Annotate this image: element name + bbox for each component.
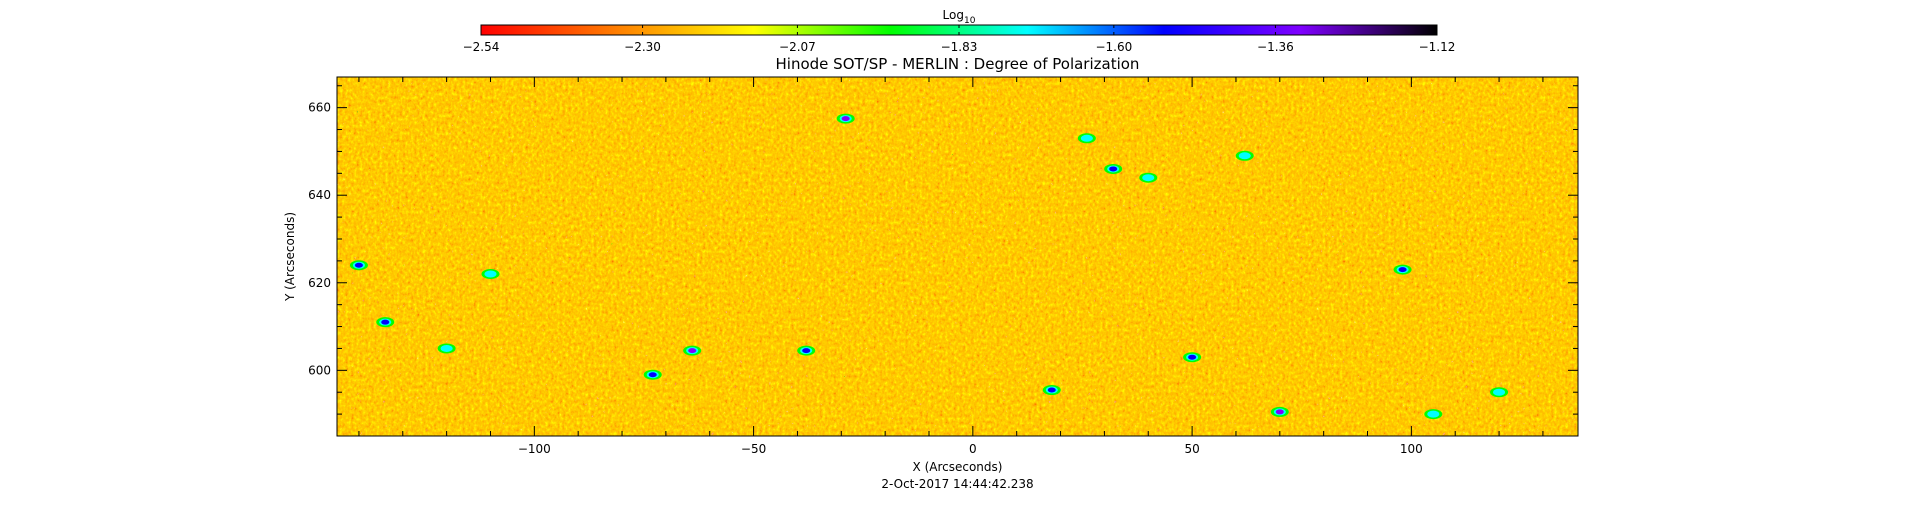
x-tick-label: −50 [741, 442, 766, 456]
colorbar-tick-label: −1.83 [941, 40, 978, 54]
feature-core [1495, 389, 1504, 395]
colorbar-title: Log10 [943, 8, 976, 26]
feature-core [1082, 135, 1091, 141]
x-axis-label: X (Arcseconds) [913, 460, 1003, 474]
feature-core [442, 345, 451, 351]
heatmap-plot-area: −100 −50 0 50 100 600 620 640 660 [308, 76, 1579, 456]
colorbar-tick-label: −1.60 [1095, 40, 1132, 54]
colorbar-tick-label: −1.12 [1419, 40, 1456, 54]
feature-core [381, 319, 390, 325]
feature-core [1398, 267, 1407, 273]
x-tick-label: −100 [518, 442, 551, 456]
x-tick-label: 100 [1400, 442, 1423, 456]
feature-core [841, 116, 850, 122]
x-axis: −100 −50 0 50 100 [358, 77, 1544, 456]
feature-core [648, 372, 657, 378]
feature-core [1275, 409, 1284, 415]
feature-core [354, 262, 363, 268]
plot-title: Hinode SOT/SP - MERLIN : Degree of Polar… [776, 55, 1140, 73]
x-tick-label: 50 [1184, 442, 1199, 456]
y-tick-label: 620 [308, 276, 331, 290]
colorbar-tick-label: −1.36 [1257, 40, 1294, 54]
feature-core [688, 348, 697, 354]
y-tick-label: 600 [308, 363, 331, 377]
y-axis: 600 620 640 660 [308, 85, 1578, 415]
colorbar: Log10 −2.54 −2.30 −2.07 −1.83 −1.60 −1.36 −1.1… [463, 8, 1456, 54]
heatmap-features [349, 113, 1509, 420]
feature-core [1429, 411, 1438, 417]
feature-core [1240, 153, 1249, 159]
colorbar-tick-label: −2.30 [624, 40, 661, 54]
feature-core [486, 271, 495, 277]
feature-core [1109, 166, 1118, 172]
y-axis-label: Y (Arcseconds) [283, 212, 297, 302]
y-tick-label: 660 [308, 101, 331, 115]
x-tick-label: 0 [969, 442, 977, 456]
timestamp: 2-Oct-2017 14:44:42.238 [881, 477, 1033, 491]
feature-core [1188, 354, 1197, 360]
colorbar-tick-label: −2.54 [463, 40, 500, 54]
feature-core [1144, 175, 1153, 181]
feature-core [1047, 387, 1056, 393]
colorbar-tick-label: −2.07 [779, 40, 816, 54]
plot-frame [336, 76, 1579, 437]
colorbar-ticks: −2.54 −2.30 −2.07 −1.83 −1.60 −1.36 −1.12 [463, 25, 1456, 54]
y-tick-label: 640 [308, 188, 331, 202]
heatmap-texture [337, 77, 1578, 436]
feature-core [802, 348, 811, 354]
